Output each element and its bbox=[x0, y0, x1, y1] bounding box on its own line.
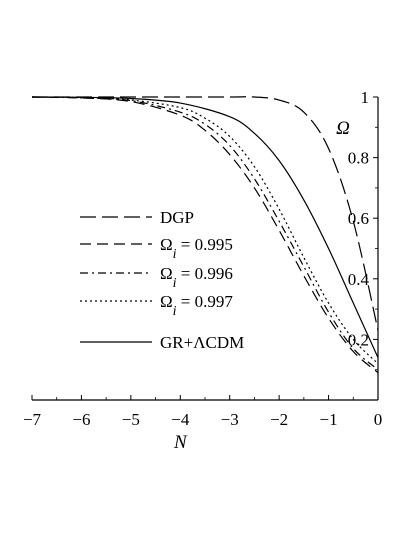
y-axis-label: Ω bbox=[336, 118, 350, 139]
legend-label: Ωi = 0.997 bbox=[160, 292, 233, 319]
series-layer bbox=[31, 96, 379, 374]
y-tick-label: 0.6 bbox=[348, 209, 369, 228]
x-tick-label: −6 bbox=[72, 410, 90, 429]
x-tick-label: −4 bbox=[171, 410, 190, 429]
series-line bbox=[31, 96, 379, 374]
series-line bbox=[31, 96, 379, 365]
x-ticks: −7 −6 −5 −4 −3 −2 −1 0 bbox=[23, 395, 382, 429]
series-line bbox=[31, 96, 379, 331]
legend-label: Ωi = 0.996 bbox=[160, 264, 233, 291]
y-tick-label: 1 bbox=[361, 88, 370, 107]
x-tick-label: −5 bbox=[122, 410, 140, 429]
x-tick-label: −3 bbox=[221, 410, 239, 429]
y-tick-label: 0.2 bbox=[348, 330, 369, 349]
x-tick-label: −1 bbox=[320, 410, 338, 429]
legend-label: DGP bbox=[160, 208, 194, 227]
x-tick-label: −2 bbox=[270, 410, 288, 429]
legend-label: Ωi = 0.995 bbox=[160, 235, 233, 262]
y-ticks: 0.2 0.4 0.6 0.8 1 bbox=[348, 88, 378, 371]
x-axis-label: N bbox=[173, 432, 188, 453]
y-tick-label: 0.8 bbox=[348, 149, 369, 168]
series-line bbox=[31, 96, 379, 371]
series-line bbox=[31, 96, 379, 358]
x-tick-label: −7 bbox=[23, 410, 42, 429]
legend-label: GR+ΛCDM bbox=[160, 333, 244, 352]
y-tick-label: 0.4 bbox=[348, 270, 370, 289]
x-tick-label: 0 bbox=[374, 410, 383, 429]
